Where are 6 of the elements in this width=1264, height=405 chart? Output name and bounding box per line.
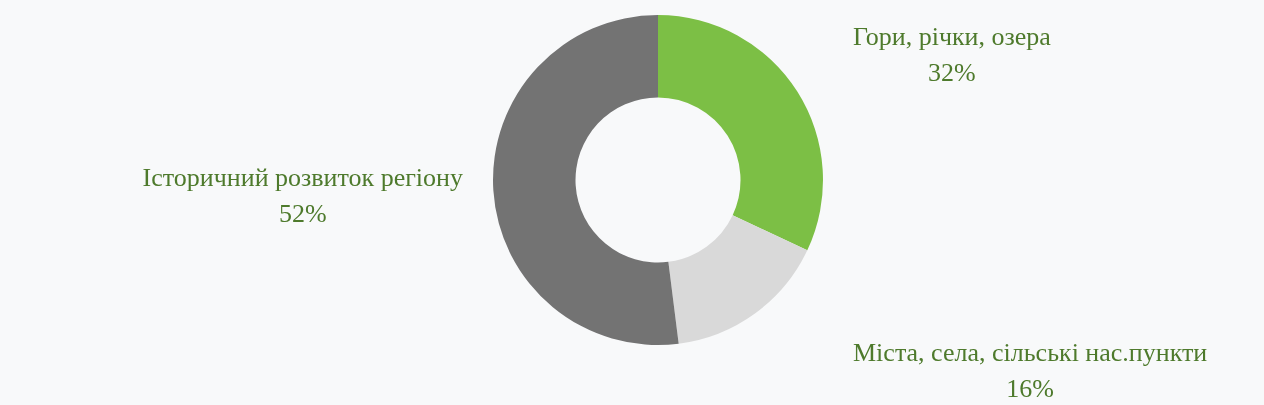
slice-label: Міста, села, сільські нас.пункти <box>853 337 1208 367</box>
data-label: 52% <box>278 198 327 228</box>
slice-label: Гори, річки, озера <box>853 21 1052 51</box>
data-label: 32% <box>928 57 976 87</box>
slice-label: Історичний розвиток регіону <box>142 162 463 192</box>
data-label: 16% <box>1006 373 1054 403</box>
